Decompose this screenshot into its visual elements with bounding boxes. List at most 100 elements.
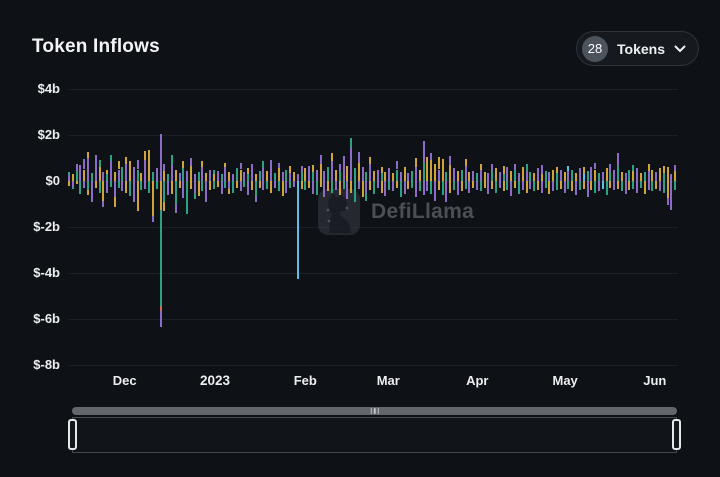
bar-segment[interactable] [231,174,234,181]
bar-segment[interactable] [609,163,612,172]
bar-segment[interactable] [590,181,593,191]
bar-segment[interactable] [129,161,131,181]
bar-segment[interactable] [575,172,578,181]
bar-segment[interactable] [510,181,513,196]
bar-segment[interactable] [556,172,558,181]
bar-segment[interactable] [437,156,440,170]
bar-segment[interactable] [472,170,475,181]
bar-segment[interactable] [632,170,635,181]
bar-segment[interactable] [487,172,490,181]
bar-segment[interactable] [407,181,410,190]
bar-segment[interactable] [491,170,494,181]
bar-segment[interactable] [83,169,86,181]
bar-segment[interactable] [514,169,517,181]
bar-segment[interactable] [338,170,341,181]
bar-segment[interactable] [594,181,597,193]
bar-segment[interactable] [178,172,181,181]
datazoom-right-handle[interactable] [672,419,681,450]
bar-segment[interactable] [525,170,528,181]
bar-segment[interactable] [491,181,494,190]
bar-segment[interactable] [399,181,402,198]
bar-segment[interactable] [392,172,395,181]
bar-segment[interactable] [273,172,276,181]
bar-segment[interactable] [380,167,383,173]
bar-segment[interactable] [334,181,337,191]
bar-segment[interactable] [155,168,158,181]
bar-segment[interactable] [68,181,70,186]
bar-segment[interactable] [220,181,223,194]
bar-segment[interactable] [502,166,505,175]
bar-segment[interactable] [525,163,528,171]
bar-segment[interactable] [567,181,570,190]
bar-segment[interactable] [674,170,677,181]
bar-segment[interactable] [117,169,120,181]
bar-segment[interactable] [395,161,398,170]
bar-segment[interactable] [536,181,539,191]
bar-segment[interactable] [578,168,581,181]
bar-segment[interactable] [495,181,497,193]
bar-segment[interactable] [228,189,231,194]
bar-segment[interactable] [270,181,273,193]
bar-segment[interactable] [506,181,509,191]
bar-segment[interactable] [666,167,669,181]
bar-segment[interactable] [502,174,505,181]
bar-segment[interactable] [113,181,116,198]
bar-segment[interactable] [296,174,299,181]
bar-segment[interactable] [445,181,448,202]
bar-segment[interactable] [552,169,555,181]
bar-segment[interactable] [449,181,452,193]
bar-segment[interactable] [475,172,478,181]
bar-segment[interactable] [113,197,116,208]
bar-segment[interactable] [285,169,288,181]
bar-segment[interactable] [517,172,520,181]
bar-segment[interactable] [460,169,463,181]
bar-segment[interactable] [475,181,478,191]
bar-segment[interactable] [411,170,414,181]
bar-segment[interactable] [327,167,330,181]
bar-segment[interactable] [292,181,295,187]
bar-segment[interactable] [395,169,398,181]
bar-segment[interactable] [170,164,173,181]
bar-segment[interactable] [209,169,212,181]
bar-segment[interactable] [350,138,353,148]
bar-segment[interactable] [521,181,524,191]
bar-segment[interactable] [228,181,231,190]
bar-segment[interactable] [292,171,295,181]
bar-segment[interactable] [636,168,639,181]
bar-segment[interactable] [441,159,444,181]
bar-segment[interactable] [281,171,284,181]
bar-segment[interactable] [464,166,467,181]
bar-segment[interactable] [483,181,486,188]
bar-segment[interactable] [548,171,551,181]
bar-segment[interactable] [148,149,151,181]
bar-segment[interactable] [571,181,574,192]
bar-segment[interactable] [533,172,536,181]
bar-segment[interactable] [647,170,650,181]
bar-segment[interactable] [548,181,551,194]
bar-segment[interactable] [304,181,307,191]
bar-segment[interactable] [205,172,208,181]
bar-segment[interactable] [597,181,600,192]
bar-segment[interactable] [407,172,410,181]
bar-segment[interactable] [125,156,128,164]
bar-segment[interactable] [94,181,97,188]
bar-segment[interactable] [159,306,162,311]
bar-segment[interactable] [163,201,166,211]
bar-segment[interactable] [434,163,436,181]
bar-segment[interactable] [437,181,440,191]
bar-segment[interactable] [403,167,406,181]
bar-segment[interactable] [308,181,311,188]
bar-segment[interactable] [121,167,124,181]
bar-segment[interactable] [323,181,326,198]
bar-segment[interactable] [197,181,200,196]
tokens-dropdown-button[interactable]: 28 Tokens [576,31,699,66]
bar-segment[interactable] [312,164,314,172]
bar-segment[interactable] [456,181,459,195]
bar-segment[interactable] [90,172,93,181]
bar-segment[interactable] [71,174,74,181]
bar-segment[interactable] [312,171,314,181]
bar-segment[interactable] [617,181,619,190]
bar-segment[interactable] [262,168,265,181]
bar-segment[interactable] [491,163,494,171]
bar-segment[interactable] [392,181,395,192]
